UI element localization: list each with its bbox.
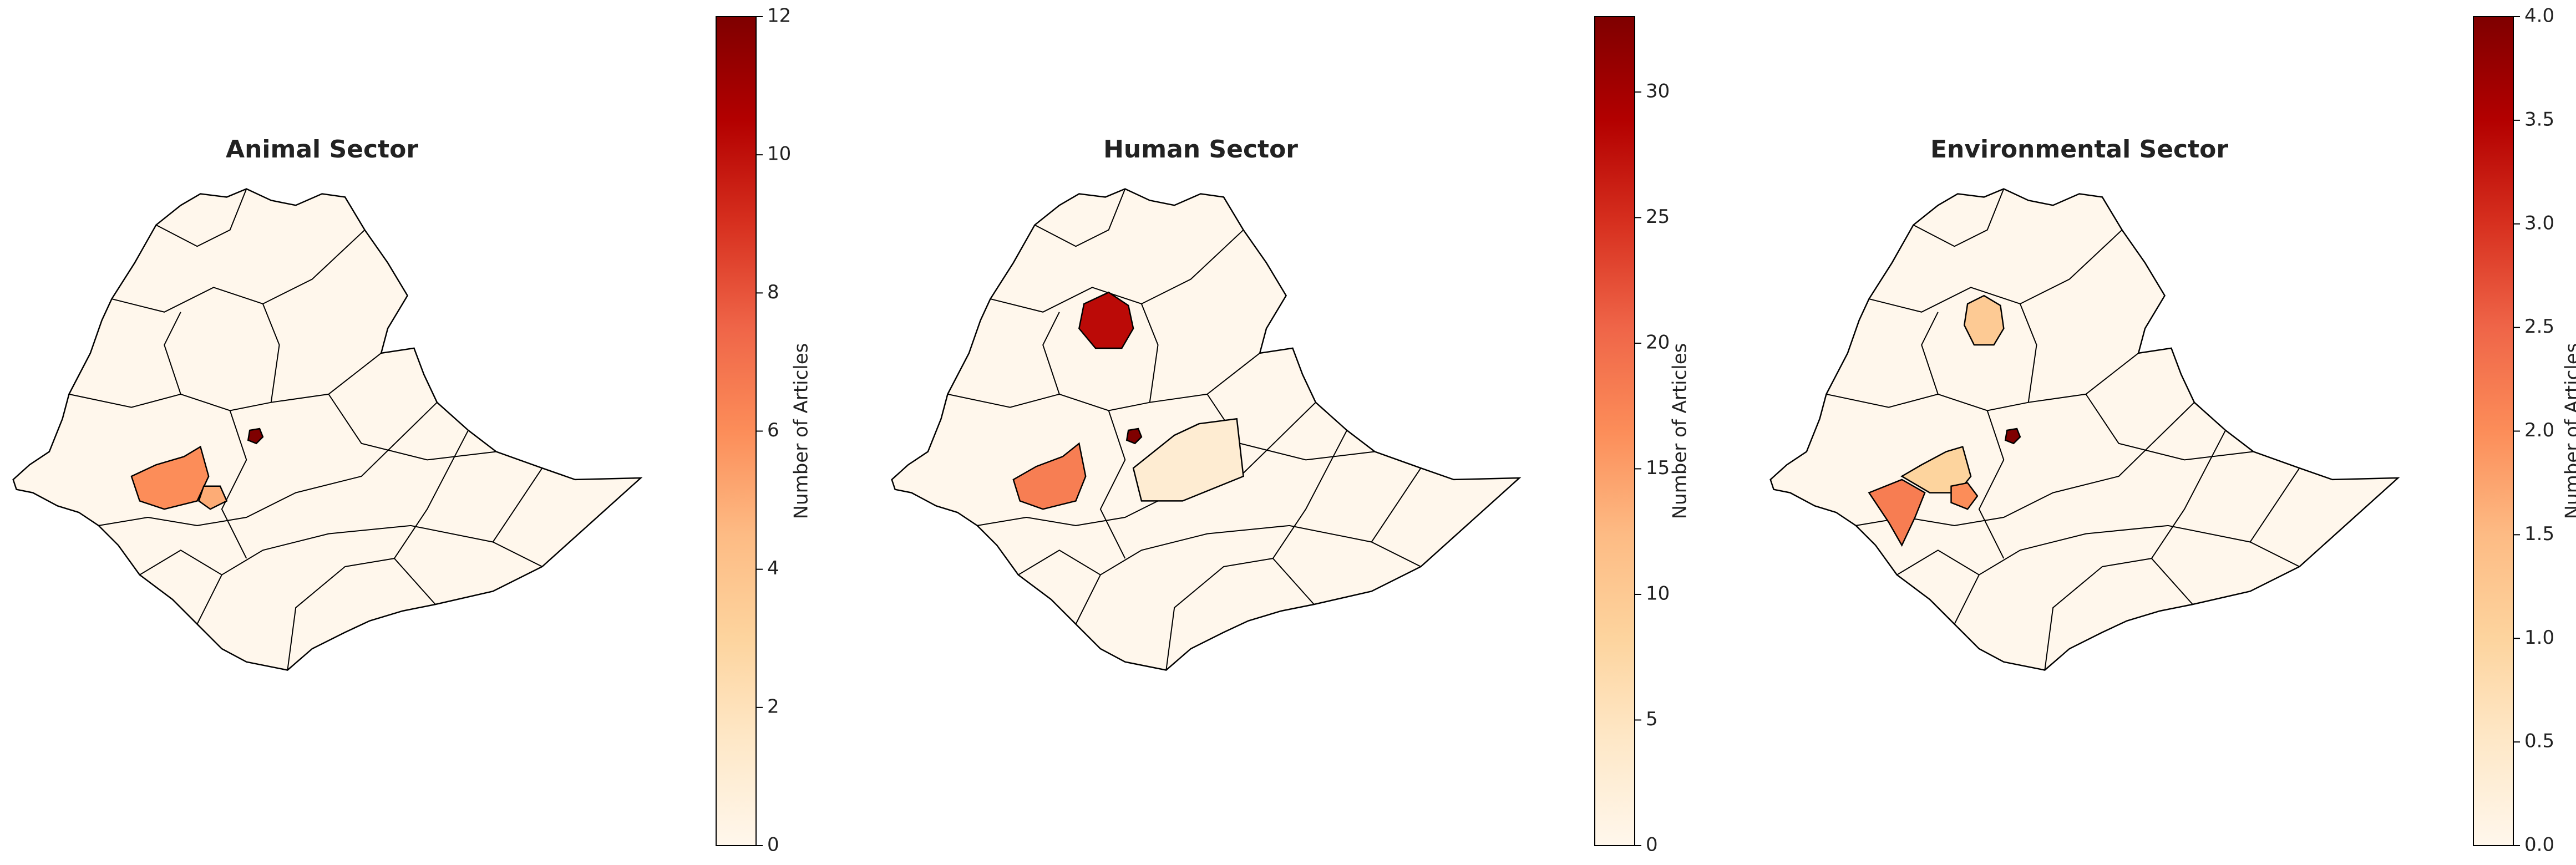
panel: Human Sector 0 5 10 15 20 25 30 Number of Articl…	[892, 16, 1691, 856]
colorbar-tick-label: 25	[1646, 206, 1670, 228]
colorbar-tick-label: 12	[767, 5, 791, 27]
region-border	[2086, 394, 2253, 460]
map	[1771, 189, 2398, 670]
colorbar-tick-label: 2.5	[2524, 316, 2554, 338]
colorbar-tick-label: 10	[767, 143, 791, 165]
region-border	[394, 430, 468, 558]
region-border	[111, 230, 364, 312]
colorbar-tick-label: 1.5	[2524, 523, 2554, 545]
colorbar-tick-label: 2.0	[2524, 419, 2554, 441]
colorbar-tick-label: 0	[767, 834, 779, 856]
region-border	[990, 230, 1243, 312]
region	[1133, 419, 1243, 501]
colorbar-tick-label: 3.0	[2524, 212, 2554, 234]
region	[1079, 292, 1133, 348]
panel-title: Environmental Sector	[1930, 135, 2228, 164]
region-border	[140, 550, 222, 574]
region-border	[1826, 353, 2138, 411]
region-border	[1869, 230, 2122, 312]
region	[1902, 447, 1971, 493]
region	[1964, 296, 2004, 345]
map	[13, 189, 641, 670]
region	[1127, 429, 1142, 444]
region-border	[164, 312, 181, 394]
region-border	[1101, 411, 1125, 559]
country-outline	[13, 189, 641, 670]
region	[1013, 444, 1086, 509]
colorbar-tick-label: 1.0	[2524, 627, 2554, 649]
colorbar-tick-label: 4	[767, 557, 779, 579]
region-border	[1166, 558, 1314, 670]
panel: Animal Sector 0 2 4 6 8 10 12 Number of Articles	[13, 5, 813, 856]
region-border	[1142, 304, 1158, 403]
region-border	[222, 411, 246, 559]
panel: Environmental Sector 0.0 0.5 1.0 1.5 2.0 2.5 3.…	[1771, 5, 2576, 856]
region-border	[328, 394, 496, 460]
colorbar-tick-label: 4.0	[2524, 5, 2554, 27]
colorbar	[1594, 16, 1635, 846]
region-border	[2250, 468, 2300, 542]
region-border	[1921, 312, 1938, 394]
colorbar-label: Number of Articles	[790, 343, 813, 520]
colorbar-label: Number of Articles	[1669, 343, 1691, 520]
region-border	[2045, 558, 2193, 670]
region	[1951, 483, 1977, 509]
colorbar-tick-label: 0.5	[2524, 730, 2554, 752]
region-border	[1897, 550, 1979, 574]
region-border	[947, 353, 1260, 411]
region	[199, 486, 226, 509]
region-border	[1273, 430, 1347, 558]
region-border	[493, 468, 542, 542]
colorbar-tick-label: 30	[1646, 80, 1670, 102]
country-outline	[1771, 189, 2398, 670]
colorbar-tick-label: 20	[1646, 331, 1670, 353]
colorbar-tick-label: 3.5	[2524, 108, 2554, 130]
colorbar-tick-label: 0.0	[2524, 834, 2554, 856]
region-border	[1372, 468, 1421, 542]
panel-title: Animal Sector	[226, 135, 418, 164]
region	[1869, 480, 1925, 545]
map	[892, 189, 1519, 670]
region-border	[1979, 411, 2004, 559]
region-border	[1035, 189, 1125, 247]
region	[248, 429, 263, 444]
colorbar-tick-label: 5	[1646, 708, 1658, 730]
region-border	[2020, 304, 2037, 403]
colorbar-tick-label: 10	[1646, 582, 1670, 604]
region-border	[263, 304, 280, 403]
region-border	[1207, 394, 1375, 460]
region-border	[1043, 312, 1059, 394]
colorbar-tick-label: 15	[1646, 457, 1670, 479]
colorbar-label: Number of Articles	[2562, 343, 2576, 520]
colorbar-tick-label: 0	[1646, 834, 1658, 856]
colorbar-tick-label: 8	[767, 281, 779, 303]
region-border	[1913, 189, 2004, 247]
region-border	[2152, 430, 2225, 558]
colorbar-tick-label: 2	[767, 695, 779, 718]
colorbar	[2473, 16, 2514, 846]
region-border	[287, 558, 435, 670]
panel-title: Human Sector	[1103, 135, 1298, 164]
region	[131, 447, 209, 510]
colorbar-tick-label: 6	[767, 419, 779, 441]
region-border	[1018, 550, 1101, 574]
region	[2005, 429, 2020, 444]
colorbar	[716, 16, 757, 846]
region-border	[156, 189, 246, 247]
region-border	[99, 403, 437, 526]
